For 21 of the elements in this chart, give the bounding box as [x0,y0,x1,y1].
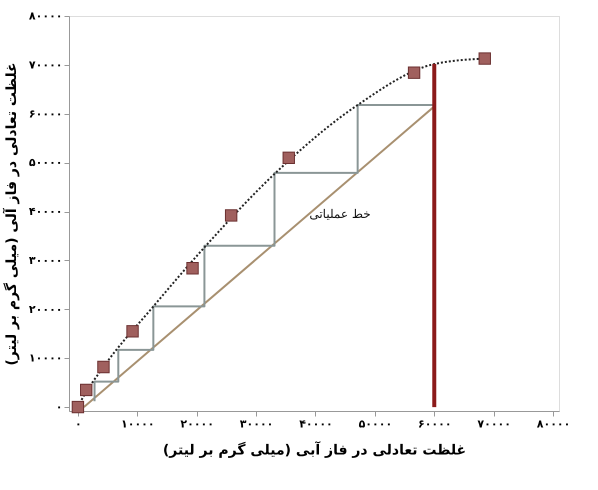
y-tick-label: ۱۰۰۰۰ [28,352,62,365]
x-tick-label: ۲۰۰۰۰ [180,418,214,430]
x-tick-label: ۳۰۰۰۰ [240,418,274,430]
y-tick-label: ۶۰۰۰۰ [28,107,62,120]
y-tick-label: ۳۰۰۰۰ [28,254,62,267]
y-tick-label: ۷۰۰۰۰ [28,58,62,72]
x-tick-label: ۵۰۰۰۰ [358,418,392,430]
y-axis-title: غلظت تعادلی در فاز آلی (میلی گرم بر لیتر) [2,62,20,366]
x-tick-label: ۸۰۰۰۰ [536,418,570,430]
annotation: خط عملیاتی [309,207,371,221]
x-axis-title: غلظت تعادلی در فاز آبی (میلی گرم بر لیتر) [162,440,466,458]
x-tick-label: ۶۰۰۰۰ [418,418,452,430]
y-tick-label: ۰ [56,400,62,414]
y-tick-label: ۵۰۰۰۰ [28,156,62,170]
y-tick-label: ۴۰۰۰۰ [28,205,62,218]
x-tick-label: ۰ [75,418,82,430]
x-tick-label: ۴۰۰۰۰ [299,418,333,430]
x-tick-label: ۷۰۰۰۰ [477,418,511,430]
x-tick-label: ۱۰۰۰۰ [121,418,155,430]
y-tick-label: ۸۰۰۰۰ [28,10,62,22]
y-tick-label: ۲۰۰۰۰ [28,302,62,316]
